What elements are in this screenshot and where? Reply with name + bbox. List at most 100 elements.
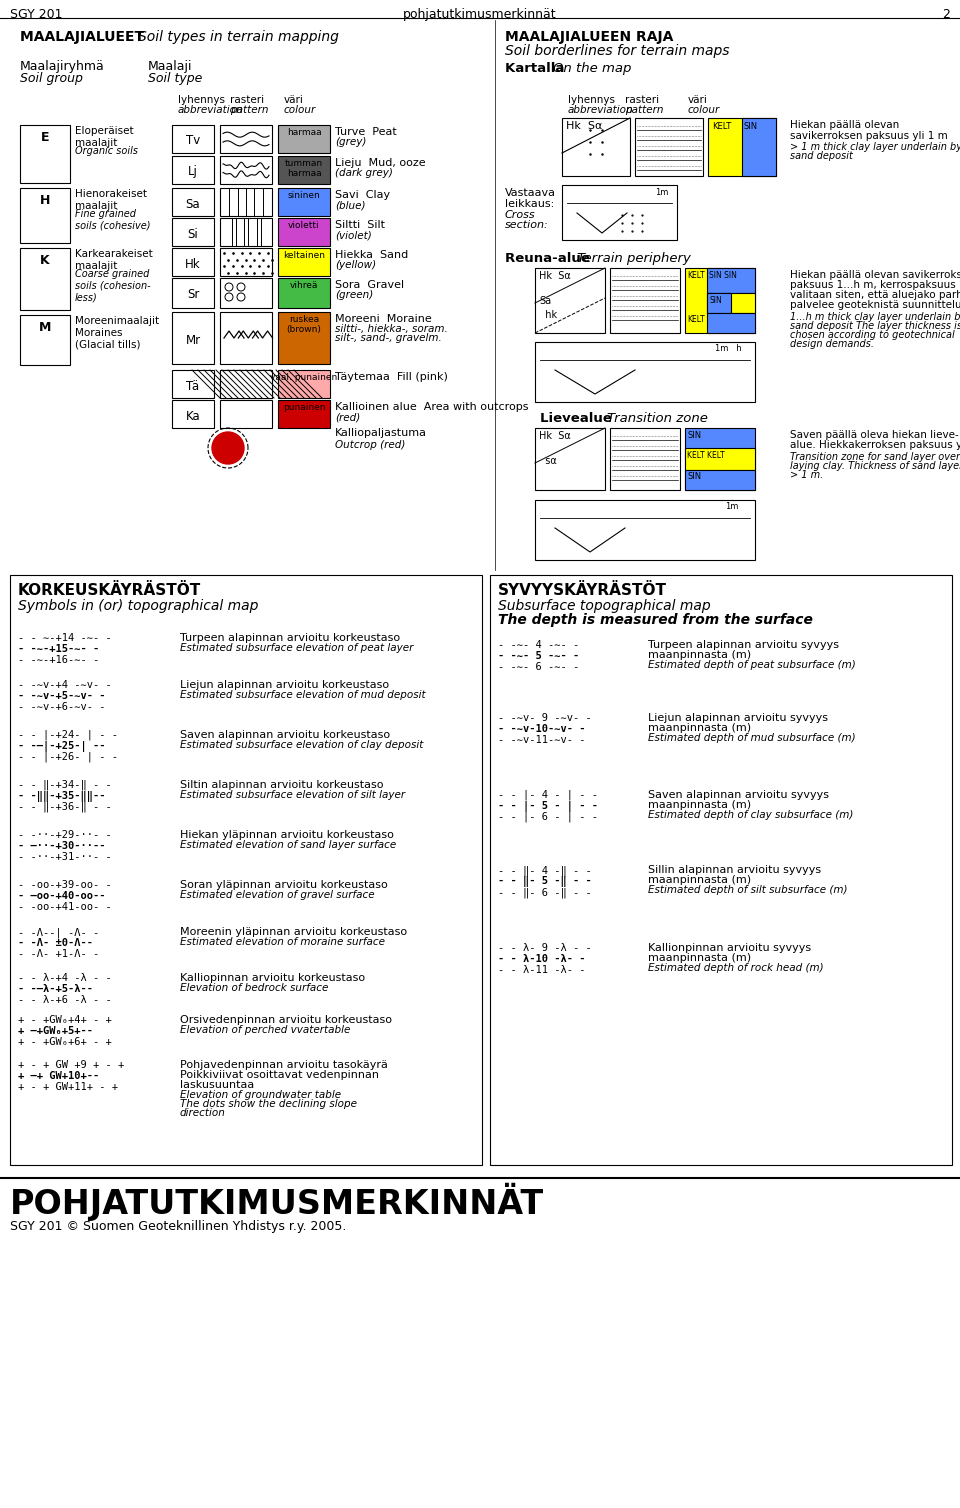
Text: H: H — [39, 195, 50, 207]
Text: Organic soils: Organic soils — [75, 146, 138, 155]
Text: (dark grey): (dark grey) — [335, 167, 393, 178]
Bar — [490, 575, 952, 1166]
Text: pattern: pattern — [230, 106, 269, 115]
Text: Cross: Cross — [505, 210, 536, 220]
Text: - -∼v-+5-∼v- -: - -∼v-+5-∼v- - — [18, 691, 106, 701]
Bar — [535, 268, 605, 333]
Bar — [685, 448, 755, 470]
Text: SIN SIN: SIN SIN — [709, 271, 737, 280]
Text: chosen according to geotechnical: chosen according to geotechnical — [790, 330, 955, 339]
Text: maanpinnasta (m): maanpinnasta (m) — [648, 650, 751, 661]
Bar — [562, 118, 630, 176]
Text: - - ‖-+36-‖ - -: - - ‖-+36-‖ - - — [18, 802, 111, 813]
Text: - -‖‖-+35-‖‖--: - -‖‖-+35-‖‖-- — [18, 792, 106, 802]
Bar — [562, 185, 677, 240]
Bar — [220, 188, 272, 216]
Text: Hiekan päällä olevan savikerroksen: Hiekan päällä olevan savikerroksen — [790, 270, 960, 280]
Text: Estimated depth of rock head (m): Estimated depth of rock head (m) — [648, 964, 824, 973]
Text: Subsurface topographical map: Subsurface topographical map — [498, 599, 710, 612]
Text: Hk  Sα: Hk Sα — [566, 121, 602, 131]
Bar — [220, 312, 272, 363]
Text: Elevation of perched vvatertable: Elevation of perched vvatertable — [180, 1025, 350, 1034]
Text: SGY 201 © Suomen Geoteknillinen Yhdistys r.y. 2005.: SGY 201 © Suomen Geoteknillinen Yhdistys… — [10, 1220, 347, 1234]
Text: savikerroksen paksuus yli 1 m: savikerroksen paksuus yli 1 m — [790, 131, 948, 142]
Bar — [685, 428, 755, 490]
Text: - - ‖- 6 -‖ - -: - - ‖- 6 -‖ - - — [498, 887, 591, 897]
Bar — [278, 188, 330, 216]
Bar — [742, 118, 776, 176]
Text: abbreviation: abbreviation — [178, 106, 244, 115]
Text: colour: colour — [688, 106, 720, 115]
Text: - - ∼-+14 -∼- -: - - ∼-+14 -∼- - — [18, 633, 111, 642]
Text: - - |- 6 - | - -: - - |- 6 - | - - — [498, 811, 598, 822]
Bar — [535, 342, 755, 403]
Text: Kallioinen alue  Area with outcrops: Kallioinen alue Area with outcrops — [335, 403, 529, 412]
Text: Moreeni  Moraine: Moreeni Moraine — [335, 314, 432, 324]
Text: + - + GW+11+ - +: + - + GW+11+ - + — [18, 1083, 118, 1092]
Text: Estimated subsurface elevation of mud deposit: Estimated subsurface elevation of mud de… — [180, 691, 425, 700]
Text: Si: Si — [187, 228, 199, 240]
Bar — [635, 118, 703, 176]
Text: (grey): (grey) — [335, 137, 367, 146]
Text: Saven alapinnan arvioitu syvyys: Saven alapinnan arvioitu syvyys — [648, 790, 829, 801]
Text: Estimated depth of silt subsurface (m): Estimated depth of silt subsurface (m) — [648, 885, 848, 896]
Text: Reuna-alue: Reuna-alue — [505, 252, 594, 265]
Text: MAALAJIALUEET: MAALAJIALUEET — [20, 30, 149, 44]
Text: rasteri: rasteri — [625, 95, 660, 106]
Text: - -oo-+41-oo- -: - -oo-+41-oo- - — [18, 902, 111, 912]
Bar — [10, 575, 482, 1166]
Text: - - λ-10 -λ- -: - - λ-10 -λ- - — [498, 955, 586, 964]
Text: Soran yläpinnan arvioitu korkeustaso: Soran yläpinnan arvioitu korkeustaso — [180, 881, 388, 890]
Text: tumman
harmaa: tumman harmaa — [285, 158, 324, 178]
Text: + - + GW +9 + - +: + - + GW +9 + - + — [18, 1060, 124, 1071]
Text: Kallionpinnan arvioitu syvyys: Kallionpinnan arvioitu syvyys — [648, 942, 811, 953]
Text: (green): (green) — [335, 290, 373, 300]
Bar — [535, 428, 605, 490]
Text: + - +GW₀+6+ - +: + - +GW₀+6+ - + — [18, 1038, 111, 1047]
Text: The depth is measured from the surface: The depth is measured from the surface — [498, 612, 813, 627]
Text: Transition zone for sand layer over-: Transition zone for sand layer over- — [790, 452, 960, 461]
Text: alue. Hiekkakerroksen paksuus yli 1 m.: alue. Hiekkakerroksen paksuus yli 1 m. — [790, 440, 960, 449]
Text: - - λ- 9 -λ - -: - - λ- 9 -λ - - — [498, 942, 591, 953]
Bar — [278, 312, 330, 363]
Text: KELT: KELT — [712, 122, 732, 131]
Text: - - ‖-+34-‖ - -: - - ‖-+34-‖ - - — [18, 780, 111, 790]
Text: Maalajiryhmä: Maalajiryhmä — [20, 60, 105, 72]
Text: - -··-+31-··- -: - -··-+31-··- - — [18, 852, 111, 863]
Bar — [278, 125, 330, 152]
Text: On the map: On the map — [553, 62, 632, 75]
Text: + —+GW₀+5+--: + —+GW₀+5+-- — [18, 1025, 93, 1036]
Text: - -∼- 4 -∼- -: - -∼- 4 -∼- - — [498, 639, 579, 650]
Bar — [20, 247, 70, 311]
Text: lyhennys: lyhennys — [568, 95, 615, 106]
Text: - - ‖- 5 -‖ - -: - - ‖- 5 -‖ - - — [498, 876, 591, 887]
Text: Estimated elevation of moraine surface: Estimated elevation of moraine surface — [180, 936, 385, 947]
Text: maanpinnasta (m): maanpinnasta (m) — [648, 953, 751, 964]
Text: Hiekka  Sand: Hiekka Sand — [335, 250, 408, 259]
Text: Elevation of groundwater table: Elevation of groundwater table — [180, 1090, 341, 1099]
Text: vihreä: vihreä — [290, 280, 318, 290]
Text: Vastaava: Vastaava — [505, 188, 556, 198]
Bar — [172, 155, 214, 184]
Text: Orsivedenpinnan arvioitu korkeustaso: Orsivedenpinnan arvioitu korkeustaso — [180, 1015, 392, 1025]
Text: Hiekan päällä olevan: Hiekan päällä olevan — [790, 121, 900, 130]
Bar — [172, 369, 214, 398]
Text: - —··-+30-··--: - —··-+30-··-- — [18, 841, 106, 851]
Circle shape — [212, 431, 244, 464]
Text: Hienorakeiset
maalajit: Hienorakeiset maalajit — [75, 188, 147, 211]
Bar — [172, 219, 214, 246]
Text: Liejun alapinnan arvioitu syvyys: Liejun alapinnan arvioitu syvyys — [648, 713, 828, 722]
Text: - -oo-+39-oo- -: - -oo-+39-oo- - — [18, 881, 111, 890]
Text: Estimated depth of mud subsurface (m): Estimated depth of mud subsurface (m) — [648, 733, 855, 743]
Text: keltainen: keltainen — [283, 250, 325, 259]
Text: Sr: Sr — [187, 288, 199, 302]
Text: Turpeen alapinnan arvioitu korkeustaso: Turpeen alapinnan arvioitu korkeustaso — [180, 633, 400, 642]
Text: leikkaus:: leikkaus: — [505, 199, 554, 210]
Text: E: E — [40, 131, 49, 143]
Text: silt-, sand-, gravelm.: silt-, sand-, gravelm. — [335, 333, 442, 342]
Text: Soil borderlines for terrain maps: Soil borderlines for terrain maps — [505, 44, 730, 57]
Text: 2: 2 — [942, 8, 950, 21]
Text: KORKEUSKÄYRÄSTÖT: KORKEUSKÄYRÄSTÖT — [18, 584, 202, 599]
Text: - -∼v-10-∼v- -: - -∼v-10-∼v- - — [498, 724, 586, 734]
Bar — [220, 400, 272, 428]
